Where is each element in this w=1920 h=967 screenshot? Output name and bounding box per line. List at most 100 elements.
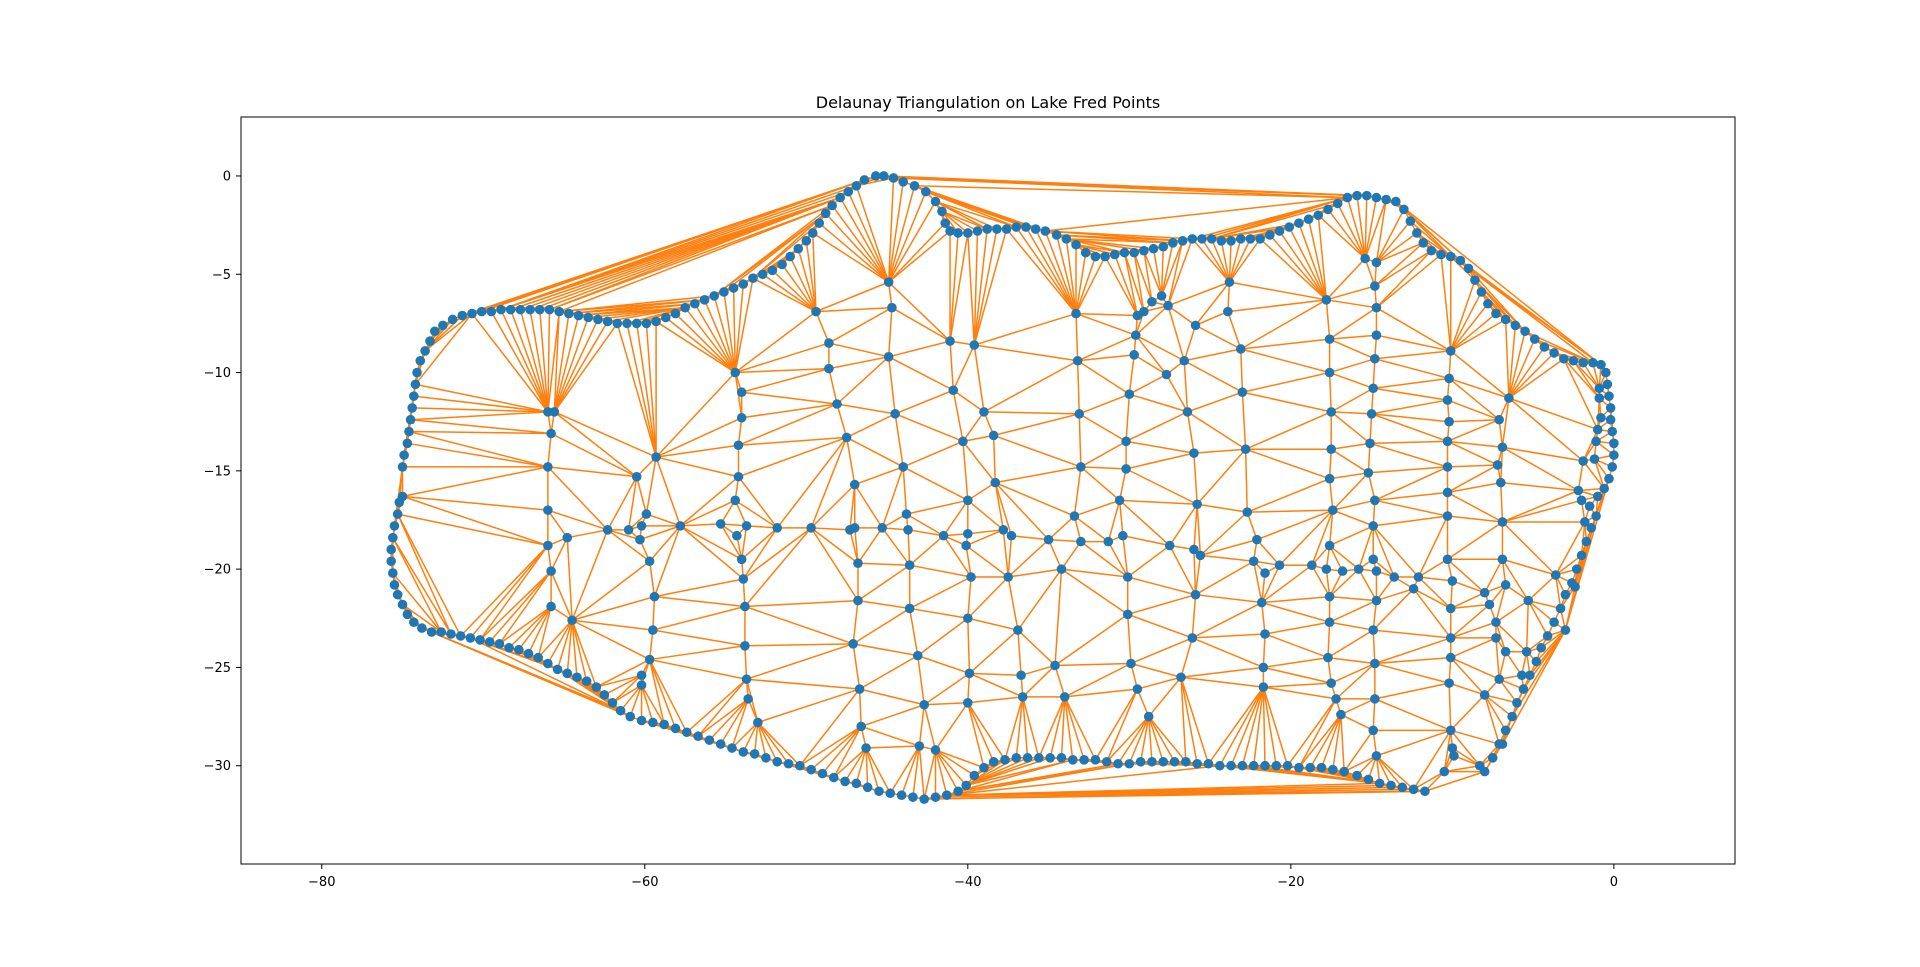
data-point — [680, 302, 690, 313]
data-point — [998, 525, 1009, 535]
triangulation-edge — [1017, 630, 1022, 676]
data-point — [1022, 753, 1033, 763]
data-point — [883, 352, 894, 362]
triangulation-edge — [1329, 307, 1377, 340]
triangulation-edge — [539, 309, 549, 412]
triangulation-edge — [887, 307, 893, 357]
triangulation-edge — [510, 309, 549, 413]
data-point — [719, 287, 729, 297]
triangulation-edge — [935, 749, 985, 769]
triangulation-edge — [1371, 413, 1450, 423]
data-point — [415, 355, 426, 366]
triangulation-edge — [1263, 682, 1332, 688]
triangulation-edge — [1555, 554, 1583, 576]
triangulation-edge — [723, 291, 736, 373]
triangulation-edge — [1288, 226, 1328, 301]
data-point — [690, 298, 700, 309]
triangulation-edge — [1508, 358, 1565, 399]
triangulation-edge — [846, 436, 904, 468]
data-point — [1492, 460, 1503, 470]
data-point — [651, 452, 661, 462]
triangulation-edge — [902, 466, 969, 501]
data-point — [1080, 247, 1091, 258]
triangulation-edge — [1417, 515, 1449, 578]
data-point — [969, 340, 980, 350]
triangulation-edge — [1447, 399, 1500, 421]
triangulation-edge — [916, 655, 925, 705]
triangulation-edge — [1135, 334, 1185, 362]
triangulation-edge — [654, 578, 744, 598]
data-point — [397, 599, 408, 610]
data-point — [820, 208, 831, 219]
data-point — [1216, 236, 1227, 246]
triangulation-edge — [994, 482, 1013, 536]
triangulation-edge — [1501, 558, 1529, 601]
data-point — [1179, 355, 1190, 366]
data-point — [1609, 438, 1619, 449]
triangulation-edge — [969, 672, 1022, 677]
triangulation-edge — [1329, 472, 1369, 480]
triangulation-edge — [1065, 238, 1077, 314]
data-point — [1599, 483, 1609, 494]
triangulation-edge — [1325, 299, 1331, 340]
data-point — [402, 609, 413, 620]
data-point — [1570, 582, 1580, 592]
triangulation-edge — [1259, 238, 1327, 301]
triangulation-edge — [1180, 677, 1198, 764]
triangulation-edge — [553, 322, 618, 413]
triangulation-edge — [994, 482, 1050, 541]
data-point — [1001, 224, 1012, 234]
triangulation-edge — [1160, 242, 1174, 297]
triangulation-edge — [1450, 729, 1481, 767]
triangulation-edge — [1107, 500, 1121, 542]
triangulation-edge — [967, 499, 1004, 531]
data-point — [1284, 222, 1295, 232]
data-point — [930, 792, 941, 802]
triangulation-edge — [1044, 230, 1077, 314]
triangulation-edge — [818, 222, 890, 283]
data-point — [1370, 353, 1380, 364]
triangulation-edge — [746, 678, 860, 690]
data-point — [979, 762, 989, 773]
triangulation-edge — [854, 527, 859, 564]
data-point — [1124, 758, 1135, 769]
triangulation-edge — [421, 627, 631, 718]
data-point — [1000, 755, 1010, 765]
data-point — [1500, 314, 1511, 325]
triangulation-edge — [857, 564, 911, 602]
triangulation-edge — [935, 200, 1017, 228]
triangulation-edge — [1256, 539, 1281, 566]
triangulation-edge — [1330, 662, 1376, 684]
triangulation-edge — [558, 204, 833, 313]
triangulation-edge — [1193, 549, 1197, 595]
data-point — [1235, 344, 1246, 354]
y-tick-label: −5 — [212, 268, 231, 283]
triangulation-edge — [967, 696, 1023, 704]
triangulation-edge — [1133, 354, 1167, 376]
data-point — [1274, 560, 1285, 570]
data-point — [1371, 330, 1382, 341]
data-point — [543, 540, 553, 551]
triangulation-edge — [1075, 256, 1106, 314]
triangulation-edge — [1127, 544, 1171, 578]
triangulation-edge — [1055, 662, 1131, 667]
data-point — [1609, 450, 1619, 460]
triangulation-edge — [1061, 568, 1128, 578]
triangulation-edge — [995, 466, 1082, 484]
data-point — [806, 764, 816, 775]
data-point — [409, 617, 419, 628]
triangulation-edge — [1152, 248, 1163, 297]
triangulation-edge — [866, 745, 920, 749]
triangulation-edge — [1125, 440, 1195, 454]
triangulation-edge — [1008, 568, 1062, 578]
triangulation-edge — [741, 403, 838, 419]
data-point — [733, 471, 744, 482]
data-point — [733, 440, 744, 451]
triangulation-edge — [810, 725, 862, 771]
data-point — [1090, 251, 1101, 262]
data-point — [1260, 568, 1270, 578]
triangulation-edge — [934, 749, 948, 796]
triangulation-edge — [1424, 770, 1485, 792]
data-point — [1507, 711, 1517, 722]
data-point — [1573, 485, 1584, 496]
